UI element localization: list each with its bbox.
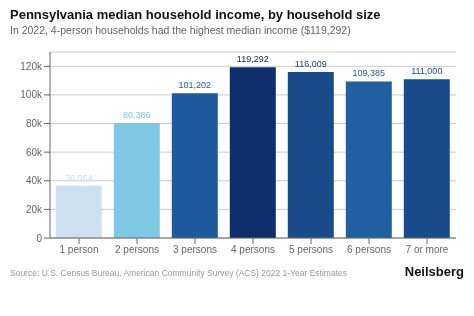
svg-text:20k: 20k xyxy=(26,204,43,215)
html-text:Pennsylvania median household: Pennsylvania median household income, by… xyxy=(10,7,381,22)
svg-text:109,385: 109,385 xyxy=(353,68,386,78)
svg-text:100k: 100k xyxy=(20,89,43,100)
svg-text:5 persons: 5 persons xyxy=(289,244,333,255)
svg-text:116,009: 116,009 xyxy=(295,59,327,69)
svg-text:0: 0 xyxy=(36,233,42,244)
svg-text:80k: 80k xyxy=(26,118,43,129)
svg-text:80,386: 80,386 xyxy=(123,110,151,120)
svg-text:111,000: 111,000 xyxy=(411,66,442,76)
svg-text:36,564: 36,564 xyxy=(65,173,93,183)
html-text:In 2022, 4-person households h: In 2022, 4-person households had the hig… xyxy=(10,24,351,36)
svg-text:101,202: 101,202 xyxy=(179,80,212,90)
svg-text:40k: 40k xyxy=(26,175,43,186)
svg-text:60k: 60k xyxy=(26,147,43,158)
svg-text:1 person: 1 person xyxy=(60,244,99,255)
html-text:Neilsberg: Neilsberg xyxy=(404,264,464,279)
svg-text:7 or more: 7 or more xyxy=(406,244,449,255)
svg-text:2 persons: 2 persons xyxy=(115,244,159,255)
html-text:Source: U.S. Census Bureau, Am: Source: U.S. Census Bureau, American Com… xyxy=(10,268,347,278)
svg-text:119,292: 119,292 xyxy=(237,54,269,64)
svg-text:4 persons: 4 persons xyxy=(231,244,275,255)
svg-text:6 persons: 6 persons xyxy=(347,244,391,255)
svg-text:120k: 120k xyxy=(20,61,43,72)
svg-text:3 persons: 3 persons xyxy=(173,244,217,255)
